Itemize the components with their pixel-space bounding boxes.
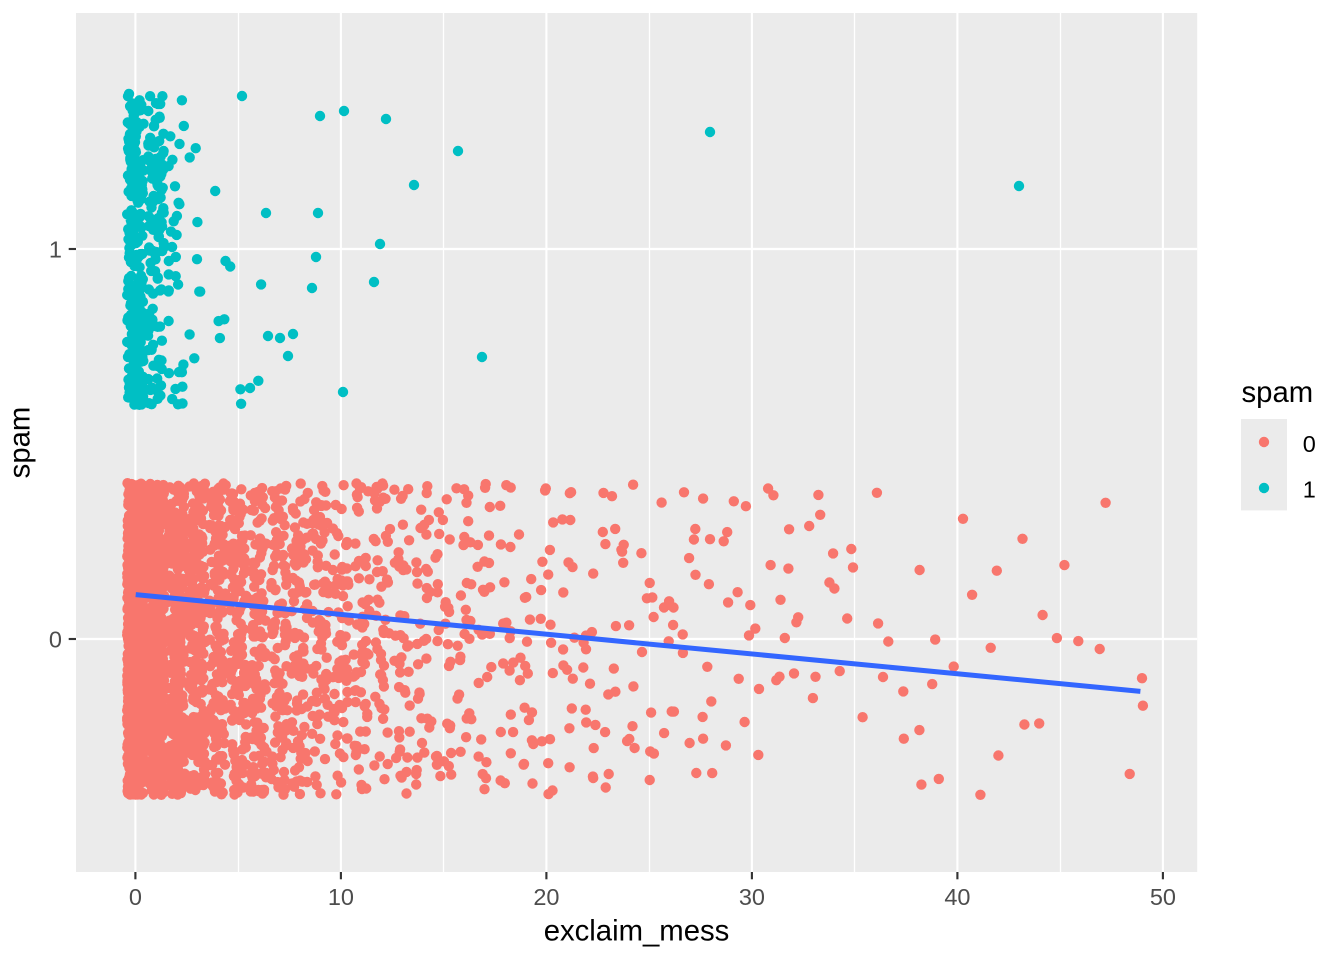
svg-text:0: 0 [1303,431,1316,457]
svg-text:spam: spam [4,407,37,479]
svg-text:spam: spam [1242,376,1314,409]
svg-text:50: 50 [1150,884,1176,910]
svg-text:10: 10 [328,884,354,910]
svg-text:20: 20 [533,884,559,910]
svg-text:exclaim_mess: exclaim_mess [544,915,730,948]
svg-text:0: 0 [129,884,142,910]
svg-text:1: 1 [1303,477,1316,503]
svg-text:30: 30 [739,884,765,910]
svg-text:1: 1 [49,237,62,263]
svg-text:40: 40 [944,884,970,910]
svg-text:0: 0 [49,627,62,653]
